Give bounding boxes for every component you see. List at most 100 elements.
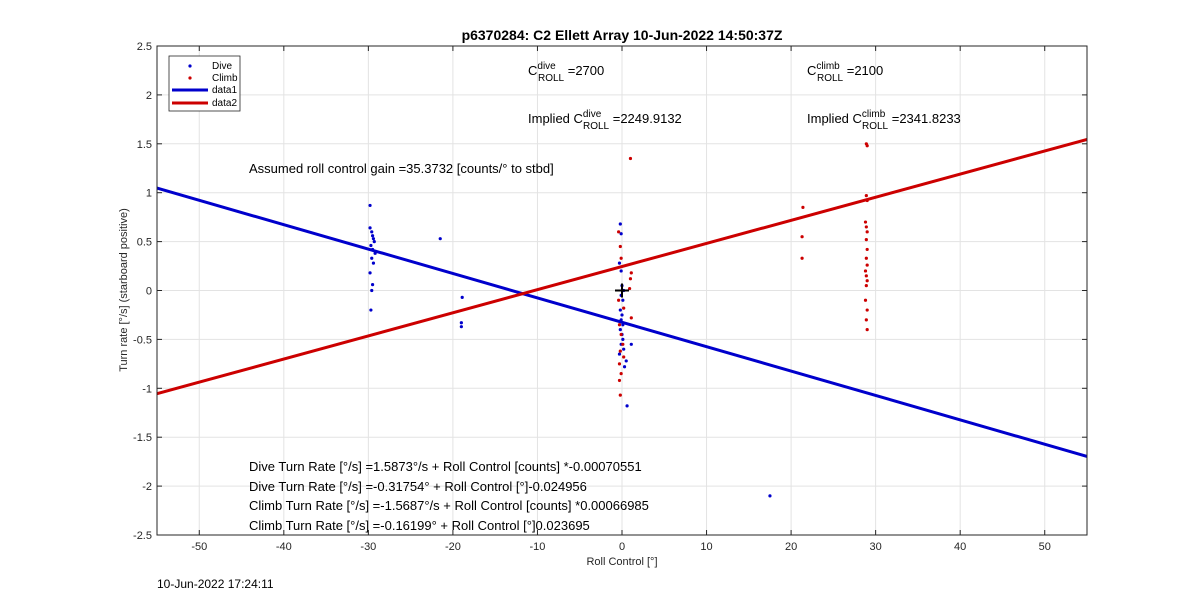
y-tick-label: 0 (146, 286, 152, 298)
plot-frame (156, 45, 1088, 536)
data-point-climb (863, 220, 868, 224)
data-point-climb (622, 306, 626, 310)
data-point-climb (800, 235, 804, 239)
data-point-dive (459, 321, 463, 325)
x-tick-label: 40 (954, 541, 966, 553)
data-point-climb (619, 332, 623, 337)
y-tick-label: -1.5 (133, 432, 152, 444)
legend-climb-label: Climb (212, 73, 238, 84)
data-point-dive (368, 203, 372, 208)
x-tick-label: -40 (276, 541, 292, 553)
x-tick-label: -50 (191, 541, 207, 553)
y-tick-label: -2 (142, 481, 152, 493)
data-point-climb (800, 256, 804, 260)
data-point-dive (624, 359, 628, 363)
x-tick-label: 10 (700, 541, 712, 553)
data-point-climb (864, 225, 868, 229)
y-axis-label: Turn rate [°/s] (starboard positive) (118, 208, 130, 372)
data-point-climb (801, 205, 805, 209)
data-point-dive (621, 298, 625, 302)
fit-line-data2 (157, 137, 1087, 396)
data-point-dive (370, 230, 374, 234)
data-point-dive (622, 347, 626, 351)
data-point-climb (617, 362, 622, 366)
data-points (368, 142, 869, 498)
legend: Dive Climb data1 data2 (168, 55, 241, 112)
data-point-dive (622, 365, 627, 369)
data-point-dive (370, 288, 374, 293)
data-point-dive (618, 308, 622, 312)
origin-plus-marker (615, 283, 629, 298)
data-point-climb (865, 308, 869, 312)
y-tick-label: -2.5 (133, 530, 152, 542)
data-point-dive (618, 222, 622, 226)
fit-equation-4: Climb Turn Rate [°/s] =-0.16199° + Roll … (249, 518, 590, 533)
fit-line-data1 (157, 186, 1087, 458)
data-point-climb (865, 263, 869, 267)
data-point-dive (370, 234, 375, 238)
data-point-climb (863, 269, 868, 273)
data-point-climb (864, 284, 868, 288)
data-point-climb (617, 323, 622, 327)
data-point-climb (619, 372, 623, 376)
legend-data1-label: data1 (212, 85, 237, 96)
y-tick-labels: -2.5 -2 -1.5 -1 -0.5 0 0.5 1 1.5 2 2.5 (133, 41, 152, 542)
data-point-climb (618, 393, 622, 397)
data-point-dive (369, 308, 373, 312)
x-tick-label: 0 (619, 541, 625, 553)
data-point-climb (865, 279, 869, 283)
data-point-dive (625, 404, 629, 408)
y-tick-label: 0.5 (137, 237, 152, 249)
y-tick-label: 1.5 (137, 139, 152, 151)
x-tick-label: 50 (1039, 541, 1051, 553)
data-point-climb (618, 244, 622, 249)
fit-lines (157, 137, 1087, 458)
implied-c-roll-dive-annotation: Implied Cdive ROLL =2249.9132 (528, 109, 682, 132)
chart-title: p6370284: C2 Ellett Array 10-Jun-2022 14… (462, 27, 783, 43)
y-tick-label: 2.5 (137, 41, 152, 53)
data-point-climb (617, 298, 621, 302)
data-point-dive (617, 352, 622, 356)
data-point-dive (370, 247, 375, 252)
grid (157, 45, 1087, 536)
data-point-climb (619, 256, 623, 260)
data-point-dive (368, 271, 372, 275)
data-point-climb (864, 256, 868, 260)
data-point-dive (629, 342, 633, 346)
data-point-climb (864, 318, 868, 322)
data-point-dive (768, 494, 772, 498)
data-point-dive (621, 337, 625, 341)
data-point-climb (865, 247, 869, 252)
legend-data2-label: data2 (212, 98, 237, 109)
data-point-climb (617, 230, 621, 234)
data-point-dive (617, 261, 622, 265)
c-roll-dive-annotation: Cdive ROLL =2700 (528, 61, 604, 84)
data-point-dive (368, 226, 372, 230)
data-point-dive (372, 240, 376, 244)
data-point-dive (621, 323, 625, 327)
data-point-dive (620, 313, 624, 317)
data-point-dive (373, 251, 377, 255)
fit-equation-2: Dive Turn Rate [°/s] =-0.31754° + Roll C… (249, 479, 587, 494)
data-point-dive (619, 269, 623, 273)
data-point-climb (621, 342, 625, 346)
data-point-climb (865, 230, 869, 234)
fit-equation-1: Dive Turn Rate [°/s] =1.5873°/s + Roll C… (249, 459, 642, 474)
x-tick-label: -10 (530, 541, 546, 553)
data-point-climb (865, 144, 869, 148)
data-point-climb (864, 274, 868, 278)
data-point-climb (628, 277, 633, 281)
data-point-climb (865, 198, 869, 203)
x-axis-label: Roll Control [°] (586, 556, 657, 568)
data-point-climb (865, 328, 869, 332)
data-point-dive (438, 237, 442, 241)
data-point-climb (618, 349, 622, 353)
data-point-dive (459, 325, 463, 329)
x-tick-label: -20 (445, 541, 461, 553)
data-point-dive (619, 318, 623, 322)
data-point-dive (618, 328, 622, 332)
data-point-climb (628, 156, 633, 161)
y-tick-label: 1 (146, 188, 152, 200)
y-tick-label: 2 (146, 90, 152, 102)
